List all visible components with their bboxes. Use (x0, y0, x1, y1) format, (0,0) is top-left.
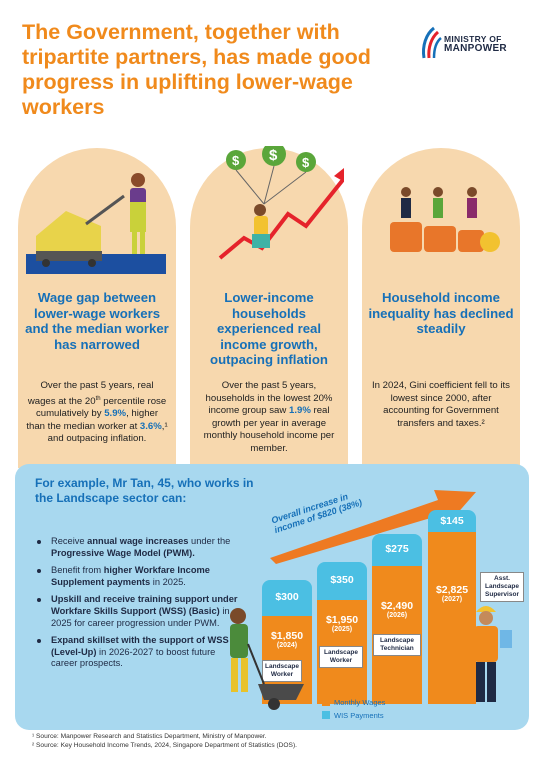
role-tag: Landscape Worker (319, 646, 363, 668)
wage-bar-2027: $2,825 (2027) (428, 532, 476, 704)
wis-bar-2027: $145 (428, 510, 476, 532)
page-title: The Government, together with tripartite… (22, 20, 371, 119)
wage-year: (2026) (386, 612, 408, 619)
role-tag: Asst. Landscape Supervisor (480, 572, 524, 602)
coin-stacks-illustration (390, 187, 500, 252)
wage-year: (2024) (276, 642, 298, 649)
mom-logo: MINISTRY OF MANPOWER (420, 26, 530, 66)
wage-amount: $2,490 (380, 600, 414, 612)
wage-gap-body: Over the past 5 years, real wages at the… (26, 380, 168, 445)
wage-gap-heading: Wage gap between lower-wage workers and … (25, 290, 169, 352)
wis-bar-2026: $275 (372, 534, 422, 566)
logo-line-1: MINISTRY OF (444, 34, 502, 44)
footnotes: ¹ Source: Manpower Research and Statisti… (32, 733, 297, 749)
supervisor-illustration (474, 606, 512, 702)
household-income-column: $ $ $ Lower-income households experience… (190, 146, 348, 468)
household-income-heading: Lower-income households experienced real… (210, 290, 328, 367)
example-title: For example, Mr Tan, 45, who works in th… (35, 476, 254, 505)
inequality-heading: Household income inequality has declined… (368, 290, 514, 336)
svg-text:$: $ (232, 153, 240, 168)
list-item: Benefit from higher Workfare Income Supp… (29, 565, 239, 588)
floor-cleaner-illustration (26, 173, 166, 274)
wage-year: (2027) (441, 596, 463, 603)
role-tag: Landscape Worker (262, 660, 302, 682)
wage-amount: $1,850 (270, 630, 304, 642)
inequality-body: In 2024, Gini coefficient fell to its lo… (372, 380, 510, 429)
balloons-growth-illustration: $ $ $ (218, 146, 344, 260)
svg-text:$: $ (269, 147, 278, 164)
legend-wis: WIS Payments (322, 711, 384, 720)
wage-year: (2025) (331, 626, 353, 633)
role-tag: Landscape Technician (373, 634, 421, 656)
wis-bar-2025: $350 (317, 562, 367, 600)
wage-amount: $2,825 (435, 584, 469, 596)
household-income-body: Over the past 5 years, households in the… (203, 380, 335, 454)
logo-line-2: MANPOWER (444, 43, 507, 54)
inequality-column: Household income inequality has declined… (362, 148, 520, 468)
wage-gap-column: Wage gap between lower-wage workers and … (18, 148, 176, 468)
svg-text:$: $ (302, 155, 310, 170)
wis-bar-2024: $300 (262, 580, 312, 616)
list-item: Receive annual wage increases under the … (29, 536, 239, 559)
list-item: Expand skillset with the support of WSS … (29, 635, 239, 670)
gardener-illustration (230, 608, 304, 710)
legend-wages: Monthly Wages (322, 698, 385, 707)
wage-amount: $1,950 (325, 614, 359, 626)
list-item: Upskill and receive training support und… (29, 594, 239, 629)
bullet-list: Receive annual wage increases under the … (29, 536, 239, 676)
logo-swoosh-icon (422, 26, 442, 59)
growth-arrow-icon (270, 490, 476, 564)
